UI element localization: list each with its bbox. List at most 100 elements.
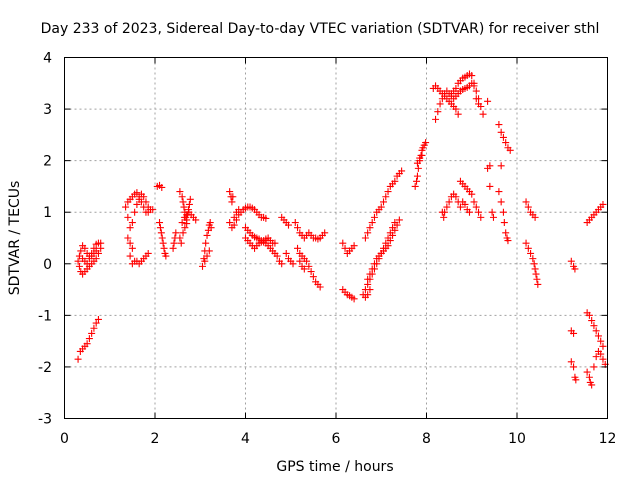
data-point-marker	[529, 255, 537, 263]
data-point-marker	[470, 198, 478, 206]
data-point-marker	[229, 193, 237, 201]
data-point-marker	[384, 188, 392, 196]
data-point-marker	[590, 322, 598, 330]
data-point-marker	[201, 257, 209, 265]
data-point-marker	[497, 162, 505, 170]
data-point-marker	[289, 260, 297, 268]
data-point-marker	[90, 324, 98, 332]
data-point-marker	[440, 213, 448, 221]
data-point-marker	[94, 315, 102, 323]
y-tick-label: 1	[43, 205, 52, 221]
x-tick-label: 2	[151, 431, 160, 447]
x-tick-label: 6	[332, 431, 341, 447]
data-point-marker	[162, 252, 170, 260]
data-point-marker	[230, 213, 238, 221]
data-point-marker	[497, 198, 505, 206]
data-point-marker	[350, 242, 358, 250]
data-point-marker	[305, 262, 313, 270]
data-point-marker	[296, 257, 304, 265]
data-point-marker	[472, 203, 480, 211]
data-point-marker	[183, 220, 191, 228]
data-point-marker	[384, 242, 392, 250]
data-point-marker	[177, 239, 185, 247]
data-point-marker	[81, 244, 89, 252]
data-point-marker	[131, 208, 139, 216]
data-point-marker	[157, 229, 165, 237]
x-tick-label: 0	[60, 431, 69, 447]
data-point-marker	[350, 295, 358, 303]
y-tick-label: 0	[43, 257, 52, 273]
data-point-marker	[477, 213, 485, 221]
data-point-marker	[533, 275, 541, 283]
data-point-marker	[282, 249, 290, 257]
data-point-marker	[585, 373, 593, 381]
data-point-marker	[149, 206, 157, 214]
data-point-marker	[137, 198, 145, 206]
data-point-marker	[504, 237, 512, 245]
data-point-marker	[126, 239, 134, 247]
chart-title: Day 233 of 2023, Sidereal Day-to-day VTE…	[41, 21, 600, 37]
data-point-marker	[321, 229, 329, 237]
data-point-marker	[368, 265, 376, 273]
data-point-marker	[186, 195, 194, 203]
data-point-marker	[531, 213, 539, 221]
data-point-marker	[567, 257, 575, 265]
data-point-marker	[128, 244, 136, 252]
data-point-marker	[206, 219, 214, 227]
data-point-marker	[495, 121, 503, 129]
data-point-marker	[413, 172, 421, 180]
data-point-marker	[395, 216, 403, 224]
data-point-marker	[524, 244, 532, 252]
data-point-marker	[479, 110, 487, 118]
data-point-marker	[441, 208, 449, 216]
data-point-marker	[391, 177, 399, 185]
data-point-marker	[262, 214, 270, 222]
data-point-marker	[364, 229, 372, 237]
y-tick-label: -2	[38, 360, 52, 376]
data-point-marker	[192, 216, 200, 224]
data-point-marker	[156, 224, 164, 232]
data-point-marker	[502, 139, 510, 147]
data-point-marker	[452, 193, 460, 201]
data-point-marker	[128, 219, 136, 227]
data-point-marker	[235, 206, 243, 214]
y-tick-label: -1	[38, 308, 52, 324]
data-point-marker	[92, 247, 100, 255]
data-point-marker	[366, 286, 374, 294]
data-point-marker	[74, 257, 82, 265]
x-tick-label: 4	[241, 431, 250, 447]
data-point-marker	[571, 265, 579, 273]
data-point-marker	[472, 95, 480, 103]
data-point-marker	[452, 105, 460, 113]
data-point-marker	[316, 283, 324, 291]
data-point-marker	[122, 203, 130, 211]
data-point-marker	[534, 280, 542, 288]
data-point-marker	[588, 317, 596, 325]
data-point-marker	[176, 234, 184, 242]
data-point-marker	[124, 234, 132, 242]
data-point-marker	[486, 162, 494, 170]
data-point-marker	[368, 219, 376, 227]
data-point-marker	[278, 260, 286, 268]
data-point-marker	[185, 200, 193, 208]
data-point-marker	[203, 231, 211, 239]
data-point-marker	[339, 239, 347, 247]
data-point-marker	[366, 270, 374, 278]
data-point-marker	[499, 133, 507, 141]
data-point-marker	[144, 208, 152, 216]
data-point-marker	[499, 208, 507, 216]
data-point-marker	[300, 265, 308, 273]
x-axis-label: GPS time / hours	[276, 459, 393, 475]
data-point-marker	[585, 311, 593, 319]
data-point-marker	[370, 260, 378, 268]
data-point-marker	[291, 219, 299, 227]
data-markers	[74, 70, 609, 389]
data-point-marker	[172, 229, 180, 237]
data-point-marker	[413, 159, 421, 167]
data-point-marker	[364, 291, 372, 299]
data-point-marker	[364, 275, 372, 283]
data-point-marker	[77, 247, 85, 255]
data-point-marker	[158, 234, 166, 242]
data-point-marker	[436, 100, 444, 108]
data-point-marker	[502, 229, 510, 237]
